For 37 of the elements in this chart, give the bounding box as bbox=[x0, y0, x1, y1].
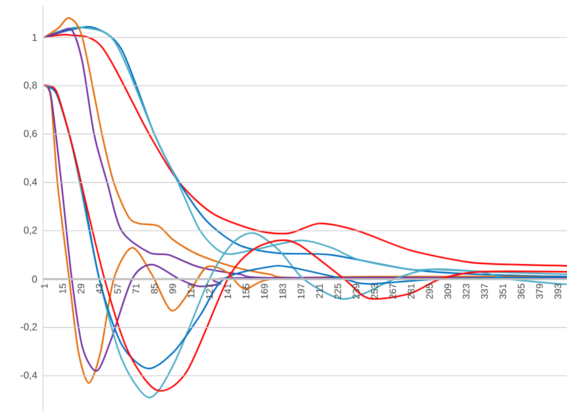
x-tick-label: 267 bbox=[389, 284, 396, 299]
x-tick-label: 1 bbox=[41, 284, 48, 288]
x-tick-label: 197 bbox=[298, 284, 304, 298]
x-tick-label: 393 bbox=[554, 284, 562, 299]
x-tick-label: 29 bbox=[78, 284, 84, 294]
x-tick-label: 337 bbox=[481, 284, 488, 299]
x-tick-label: 351 bbox=[499, 284, 506, 299]
x-tick-label: 43 bbox=[96, 284, 103, 294]
y-tick-label: -0,2 bbox=[20, 323, 37, 332]
x-tick-label: 99 bbox=[169, 284, 176, 294]
x-tick-label: 239 bbox=[352, 284, 360, 299]
x-tick-label: 183 bbox=[279, 284, 286, 298]
x-tick-label: 225 bbox=[334, 284, 342, 299]
x-tick-label: 169 bbox=[261, 284, 268, 298]
x-tick-label: 379 bbox=[536, 284, 543, 299]
x-tick-label: 309 bbox=[444, 284, 452, 299]
y-tick-label: 0,2 bbox=[24, 226, 37, 235]
x-tick-label: 15 bbox=[59, 284, 66, 294]
y-tick-label: -0,4 bbox=[20, 372, 38, 380]
x-tick-label: 253 bbox=[371, 284, 378, 299]
x-tick-label: 85 bbox=[151, 284, 158, 294]
x-tick-label: 211 bbox=[316, 284, 323, 298]
x-tick-label: 365 bbox=[518, 284, 525, 299]
y-tick-label: 0,4 bbox=[24, 178, 38, 187]
x-tick-label: 57 bbox=[114, 284, 121, 294]
x-tick-label: 323 bbox=[462, 284, 470, 299]
y-tick-label: 0,6 bbox=[24, 130, 37, 138]
y-tick-label: 1 bbox=[32, 34, 37, 41]
x-tick-label: 141 bbox=[224, 284, 231, 298]
x-tick-label: 127 bbox=[206, 284, 213, 298]
y-tick-label: 0 bbox=[32, 276, 37, 283]
x-tick-label: 155 bbox=[242, 284, 250, 298]
x-tick-label: 71 bbox=[132, 284, 140, 294]
x-tick-label: 113 bbox=[188, 284, 194, 298]
x-tick-label: 281 bbox=[408, 284, 414, 299]
x-tick-label: 295 bbox=[426, 284, 433, 299]
y-tick-label: 0,8 bbox=[24, 82, 37, 90]
